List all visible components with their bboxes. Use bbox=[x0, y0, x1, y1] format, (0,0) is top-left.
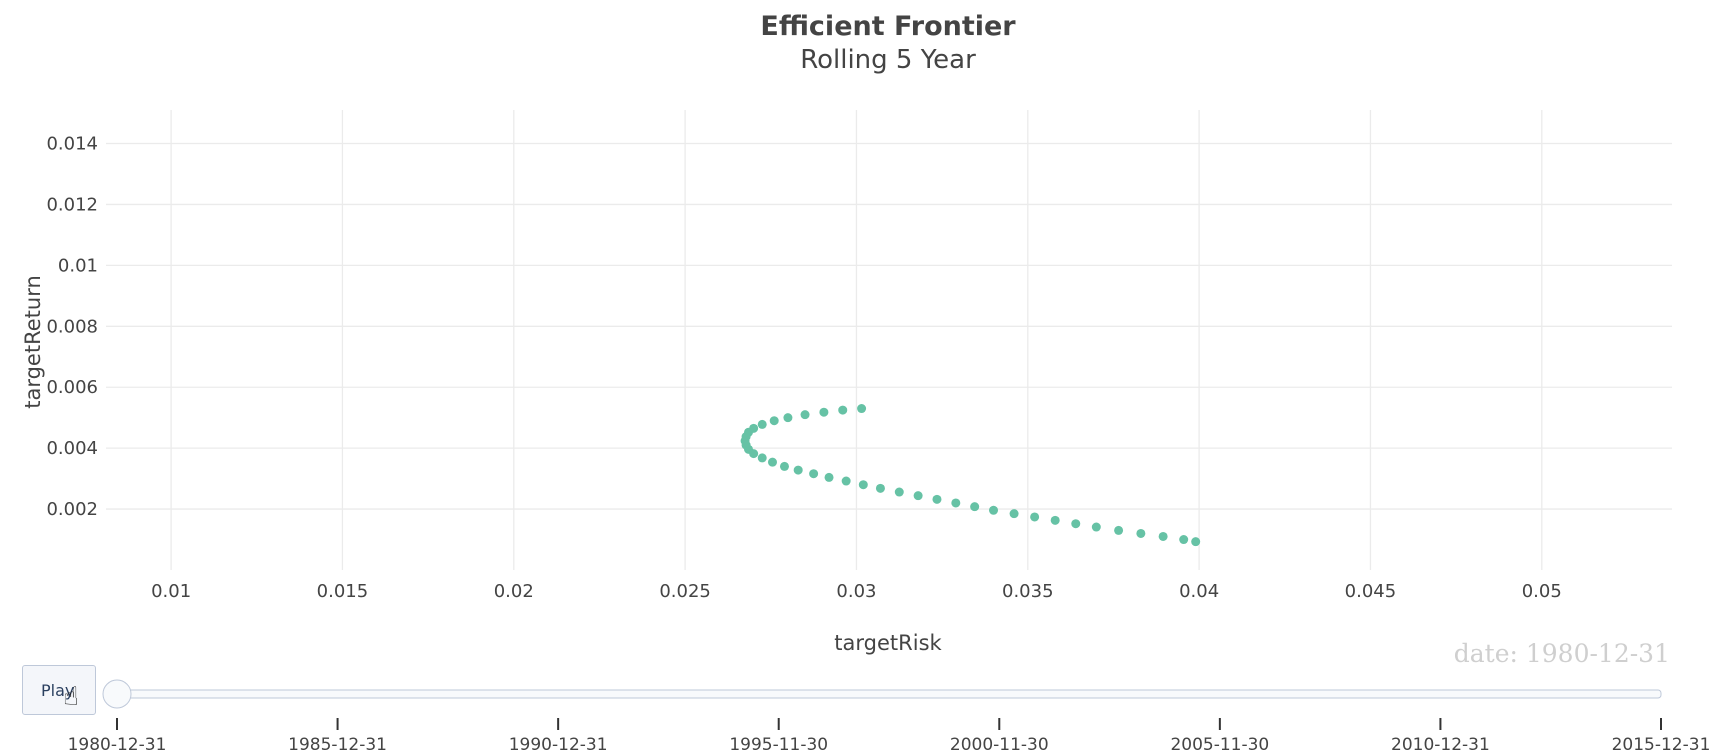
x-gridlines bbox=[170, 110, 1543, 570]
x-tick-label: 0.015 bbox=[317, 581, 369, 602]
scatter-point bbox=[932, 494, 942, 504]
slider-tick-label: 1990-12-31 bbox=[509, 735, 608, 755]
scatter-point bbox=[1136, 528, 1146, 538]
x-axis-title: targetRisk bbox=[834, 631, 942, 655]
scatter-point bbox=[1179, 535, 1189, 545]
scatter-point bbox=[951, 498, 961, 508]
scatter-point bbox=[783, 413, 793, 423]
scatter-point bbox=[793, 465, 803, 475]
slider-handle[interactable] bbox=[102, 679, 132, 709]
slider-tick-label: 1995-11-30 bbox=[729, 735, 828, 755]
scatter-points bbox=[740, 404, 1201, 547]
scatter-point bbox=[858, 480, 868, 490]
x-tick-label: 0.03 bbox=[836, 581, 876, 602]
scatter-point bbox=[1030, 512, 1040, 522]
scatter-point bbox=[1050, 515, 1060, 525]
x-tick-label: 0.025 bbox=[659, 581, 711, 602]
scatter-point bbox=[819, 407, 829, 417]
scatter-point bbox=[824, 472, 834, 482]
scatter-point bbox=[1009, 509, 1019, 519]
scatter-point bbox=[1114, 525, 1124, 535]
x-tick-label: 0.04 bbox=[1179, 581, 1219, 602]
y-axis-title: targetReturn bbox=[21, 275, 45, 409]
play-button[interactable]: Play ☝ bbox=[22, 665, 96, 715]
scatter-point bbox=[894, 487, 904, 497]
scatter-point bbox=[1158, 531, 1168, 541]
scatter-point bbox=[769, 416, 779, 426]
scatter-point bbox=[838, 405, 848, 415]
slider-rail[interactable] bbox=[116, 689, 1662, 699]
scatter-point bbox=[989, 505, 999, 515]
x-tick-labels: 0.01 0.015 0.02 0.025 0.03 0.035 0.04 0.045 0.05 bbox=[151, 581, 1562, 602]
x-tick-label: 0.05 bbox=[1522, 581, 1562, 602]
y-gridlines bbox=[106, 142, 1672, 510]
x-tick-label: 0.02 bbox=[494, 581, 534, 602]
play-button-label: Play bbox=[41, 681, 75, 700]
scatter-point bbox=[779, 461, 789, 471]
scatter-point bbox=[1071, 519, 1081, 529]
scatter-point bbox=[749, 449, 759, 459]
scatter-point bbox=[841, 476, 851, 486]
hand-pointer-icon: ☝ bbox=[63, 682, 79, 712]
scatter-point bbox=[857, 404, 867, 414]
chart-title: Efficient Frontier bbox=[760, 11, 1016, 42]
slider-tick-label: 1985-12-31 bbox=[288, 735, 387, 755]
x-tick-label: 0.035 bbox=[1002, 581, 1054, 602]
scatter-point bbox=[913, 491, 923, 501]
y-tick-label: 0.014 bbox=[46, 134, 98, 155]
slider-tick-label: 1980-12-31 bbox=[68, 735, 167, 755]
scatter-point bbox=[800, 410, 810, 420]
slider-tick-label: 2000-11-30 bbox=[950, 735, 1049, 755]
scatter-point bbox=[809, 469, 819, 479]
scatter-point bbox=[757, 453, 767, 463]
animation-slider[interactable]: 1980-12-31 1985-12-31 1990-12-31 1995-11-30… bbox=[68, 679, 1711, 755]
slider-ticks: 1980-12-31 1985-12-31 1990-12-31 1995-11-30… bbox=[68, 718, 1711, 755]
y-tick-labels: 0.002 0.004 0.006 0.008 0.01 0.012 0.014 bbox=[46, 134, 98, 521]
slider-tick-label: 2010-12-31 bbox=[1391, 735, 1490, 755]
slider-tick-label: 2015-12-31 bbox=[1612, 735, 1711, 755]
scatter-point bbox=[767, 457, 777, 467]
scatter-point bbox=[1191, 537, 1201, 547]
y-tick-label: 0.002 bbox=[46, 499, 98, 520]
y-tick-label: 0.012 bbox=[46, 194, 98, 215]
chart-subtitle: Rolling 5 Year bbox=[800, 45, 976, 75]
slider-tick-label: 2005-11-30 bbox=[1170, 735, 1269, 755]
scatter-point bbox=[875, 483, 885, 493]
y-tick-label: 0.006 bbox=[46, 377, 98, 398]
y-tick-label: 0.01 bbox=[58, 255, 98, 276]
y-tick-label: 0.008 bbox=[46, 316, 98, 337]
x-tick-label: 0.01 bbox=[151, 581, 191, 602]
current-date-label: date: 1980-12-31 bbox=[1454, 639, 1670, 668]
x-tick-label: 0.045 bbox=[1345, 581, 1397, 602]
y-tick-label: 0.004 bbox=[46, 438, 98, 459]
scatter-point bbox=[970, 502, 980, 512]
scatter-point bbox=[757, 419, 767, 429]
scatter-point bbox=[1091, 522, 1101, 532]
